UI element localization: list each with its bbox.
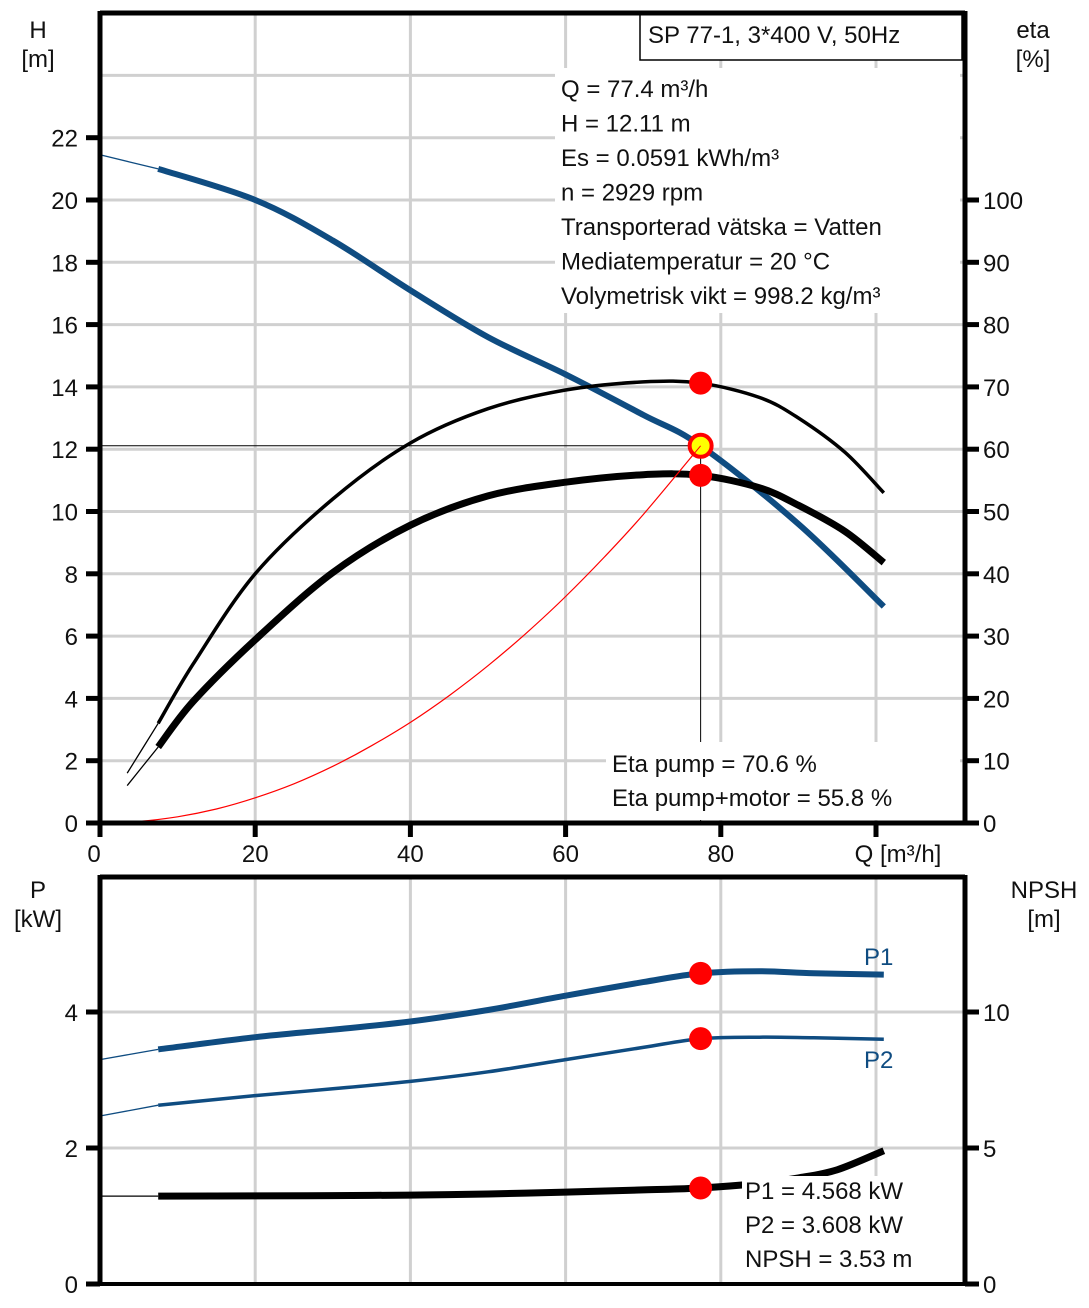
y-tick-label-h-0: 0 bbox=[65, 811, 78, 838]
eta-line-1: Eta pump+motor = 55.8 % bbox=[612, 785, 892, 812]
head-efficiency-plot: Q = 77.4 m³/h H = 12.11 m Es = 0.0591 kWh/… bbox=[21, 10, 1051, 868]
y-tick-label-p-2: 2 bbox=[65, 1136, 78, 1163]
top-axes: 0 2 4 6 8 10 12 14 16 18 20 22 0 10 20 30 40 50 60 70 80 90 10… bbox=[21, 10, 1051, 868]
curve-extension-eta-pump bbox=[126, 722, 159, 774]
power-info-line-1: P2 = 3.608 kW bbox=[745, 1212, 903, 1239]
y2-tick-label-eta-100: 100 bbox=[983, 188, 1023, 215]
y-tick-label-h-18: 18 bbox=[51, 250, 78, 277]
curve-p1 bbox=[157, 968, 884, 1053]
y2-tick-label-eta-0: 0 bbox=[983, 811, 996, 838]
curve-extension-p1 bbox=[99, 1048, 159, 1061]
bottom-curves bbox=[99, 968, 886, 1200]
curve-extension-p2 bbox=[99, 1104, 159, 1117]
power-info-line-0: P1 = 4.568 kW bbox=[745, 1178, 903, 1205]
y-tick-label-h-16: 16 bbox=[51, 313, 78, 340]
y2-tick-label-eta-60: 60 bbox=[983, 437, 1010, 464]
y2-tick-label-npsh-10: 10 bbox=[983, 1000, 1010, 1027]
npsh-axis-label-0: NPSH bbox=[1011, 877, 1078, 904]
x-tick-label-q-80: 80 bbox=[707, 841, 734, 868]
y2-axis-label-0: eta bbox=[1016, 17, 1050, 44]
title-box bbox=[639, 12, 963, 61]
power-info-line-2: NPSH = 3.53 m bbox=[745, 1246, 912, 1273]
duty-point-p1-marker bbox=[689, 961, 713, 985]
curve-extension-eta-pump-motor bbox=[126, 746, 159, 787]
power-info-background bbox=[742, 1176, 960, 1282]
duty-point-p2-marker bbox=[689, 1027, 713, 1051]
y-tick-label-h-2: 2 bbox=[65, 749, 78, 776]
y2-tick-label-eta-40: 40 bbox=[983, 562, 1010, 589]
y-tick-label-h-12: 12 bbox=[51, 437, 78, 464]
y-tick-label-h-6: 6 bbox=[65, 624, 78, 651]
y-axis-label-0: H bbox=[29, 17, 46, 44]
curve-p2 bbox=[158, 1035, 884, 1107]
top-curves bbox=[99, 154, 887, 824]
curve-label-p2: P2 bbox=[864, 1047, 893, 1074]
y-tick-label-p-4: 4 bbox=[65, 1000, 78, 1027]
y-tick-label-h-4: 4 bbox=[65, 686, 78, 713]
y2-tick-label-eta-20: 20 bbox=[983, 686, 1010, 713]
top-overlay: Q = 77.4 m³/h H = 12.11 m Es = 0.0591 kWh/… bbox=[100, 12, 963, 823]
info-line-4: Transporterad vätska = Vatten bbox=[561, 214, 882, 241]
bottom-overlay: P1 P2 P1 = 4.568 kW P2 = 3.608 kW NPSH = 3.5… bbox=[689, 944, 960, 1282]
curve-eta-pump bbox=[156, 379, 886, 725]
info-line-3: n = 2929 rpm bbox=[561, 180, 703, 207]
duty-point-npsh-marker bbox=[689, 1176, 713, 1200]
y2-tick-label-npsh-5: 5 bbox=[983, 1136, 996, 1163]
system-curve-tip bbox=[690, 445, 702, 459]
y2-tick-label-eta-80: 80 bbox=[983, 313, 1010, 340]
x-axis-label: Q [m³/h] bbox=[855, 841, 942, 868]
duty-point-eta-pump-marker bbox=[689, 371, 713, 395]
y-axis-label-1: [m] bbox=[21, 46, 54, 73]
y2-tick-label-eta-30: 30 bbox=[983, 624, 1010, 651]
duty-point-eta-total-marker bbox=[689, 463, 713, 487]
curve-system-curve bbox=[99, 445, 702, 824]
y-tick-label-h-10: 10 bbox=[51, 500, 78, 527]
eta-info-background bbox=[606, 742, 960, 820]
x-tick-label-q-60: 60 bbox=[552, 841, 579, 868]
curve-extension-h bbox=[99, 154, 159, 170]
y-tick-label-p-0: 0 bbox=[65, 1272, 78, 1299]
x-tick-label-q-0: 0 bbox=[87, 841, 100, 868]
info-line-6: Volymetrisk vikt = 998.2 kg/m³ bbox=[561, 283, 880, 310]
y2-tick-label-npsh-0: 0 bbox=[983, 1272, 996, 1299]
y2-tick-label-eta-50: 50 bbox=[983, 500, 1010, 527]
npsh-axis-label-1: [m] bbox=[1027, 906, 1060, 933]
curve-h bbox=[157, 166, 886, 609]
y-tick-label-h-20: 20 bbox=[51, 188, 78, 215]
chart-title: SP 77-1, 3*400 V, 50Hz bbox=[648, 22, 900, 49]
y2-tick-label-eta-10: 10 bbox=[983, 749, 1010, 776]
y2-tick-label-eta-70: 70 bbox=[983, 375, 1010, 402]
x-tick-label-q-40: 40 bbox=[397, 841, 424, 868]
info-line-0: Q = 77.4 m³/h bbox=[561, 76, 708, 103]
info-line-1: H = 12.11 m bbox=[561, 111, 691, 138]
info-line-2: Es = 0.0591 kWh/m³ bbox=[561, 145, 779, 172]
p-axis-label-1: [kW] bbox=[14, 906, 62, 933]
bottom-axes: 0 2 4 0 5 10 P[kW] NPSH[m] bbox=[14, 874, 1078, 1299]
eta-line-0: Eta pump = 70.6 % bbox=[612, 751, 817, 778]
curve-label-p1: P1 bbox=[864, 944, 893, 971]
curve-eta-pump-motor bbox=[155, 470, 887, 750]
y2-tick-label-eta-90: 90 bbox=[983, 250, 1010, 277]
p-axis-label-0: P bbox=[30, 877, 46, 904]
y-tick-label-h-14: 14 bbox=[51, 375, 78, 402]
info-background bbox=[555, 68, 960, 313]
y-tick-label-h-22: 22 bbox=[51, 126, 78, 153]
x-tick-label-q-20: 20 bbox=[242, 841, 269, 868]
y-tick-label-h-8: 8 bbox=[65, 562, 78, 589]
info-line-5: Mediatemperatur = 20 °C bbox=[561, 249, 830, 276]
y2-axis-label-1: [%] bbox=[1016, 46, 1051, 73]
